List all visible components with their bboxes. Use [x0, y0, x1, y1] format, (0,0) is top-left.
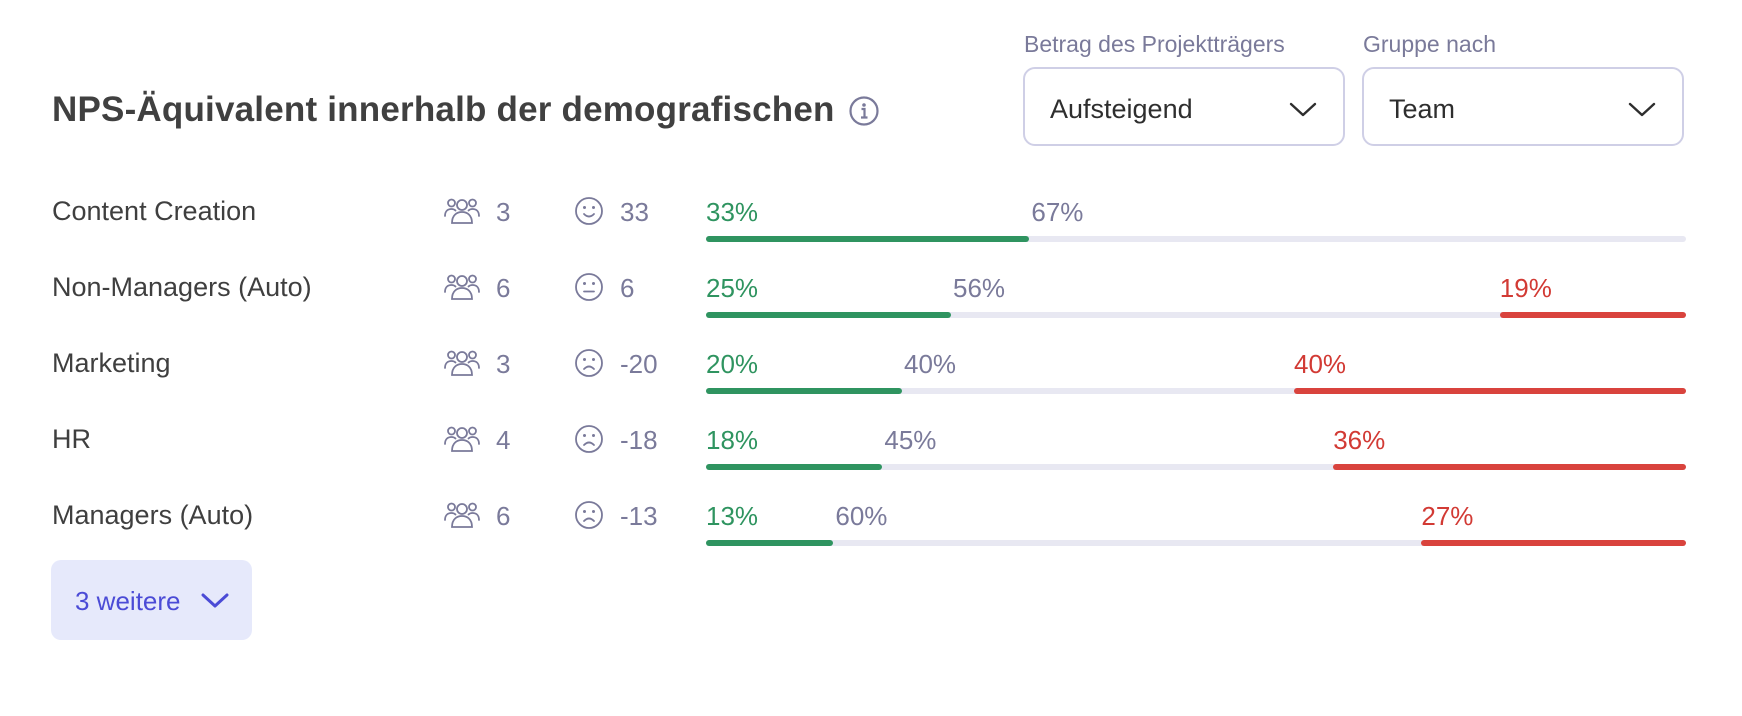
people-icon	[444, 348, 480, 383]
group-label: Gruppe nach	[1363, 31, 1496, 57]
table-row: Marketing 3 -20 20% 40% 40%	[0, 332, 1742, 408]
promoters-segment	[706, 312, 951, 318]
respondent-count: 6	[496, 501, 511, 531]
row-label: Content Creation	[52, 196, 257, 226]
sort-label: Betrag des Projektträgers	[1024, 31, 1285, 57]
people-icon	[444, 500, 480, 535]
sad-face-icon	[574, 500, 604, 535]
respondent-count: 3	[496, 197, 511, 227]
table-row: HR 4 -18 18% 45% 36%	[0, 408, 1742, 484]
group-select-value: Team	[1389, 94, 1456, 124]
sad-face-icon	[574, 424, 604, 459]
passives-percent: 67%	[1031, 197, 1084, 227]
passives-percent: 56%	[953, 273, 1006, 303]
nps-score: 33	[620, 197, 649, 227]
respondent-count: 4	[496, 425, 511, 455]
table-row: Non-Managers (Auto) 6 6 25% 56% 19%	[0, 256, 1742, 332]
promoters-segment	[706, 388, 902, 394]
passives-percent: 40%	[904, 349, 957, 379]
detractors-percent: 19%	[1499, 273, 1552, 303]
promoters-percent: 20%	[706, 349, 759, 379]
people-icon	[444, 196, 480, 231]
show-more-label: 3 weitere	[75, 586, 181, 616]
nps-distribution-bar	[706, 388, 1686, 394]
promoters-percent: 18%	[706, 425, 759, 455]
nps-score: -20	[620, 349, 658, 379]
detractors-segment	[1333, 464, 1686, 470]
chevron-down-icon	[1289, 102, 1317, 117]
detractors-segment	[1499, 312, 1686, 318]
passives-percent: 45%	[884, 425, 937, 455]
promoters-percent: 33%	[706, 197, 759, 227]
nps-score: 6	[620, 273, 635, 303]
detractors-segment	[1421, 540, 1686, 546]
people-icon	[444, 272, 480, 307]
row-label: Non-Managers (Auto)	[52, 272, 312, 302]
table-row: Content Creation 3 33 33% 67%	[0, 180, 1742, 256]
detractors-segment	[1294, 388, 1686, 394]
promoters-segment	[706, 236, 1030, 242]
show-more-button[interactable]: 3 weitere	[51, 560, 252, 640]
nps-score: -13	[620, 501, 658, 531]
info-icon[interactable]	[848, 95, 880, 127]
passives-percent: 60%	[835, 501, 888, 531]
detractors-percent: 36%	[1333, 425, 1386, 455]
sort-select-value: Aufsteigend	[1050, 94, 1193, 124]
promoters-segment	[706, 540, 834, 546]
nps-score: -18	[620, 425, 658, 455]
page-title: NPS-Äquivalent innerhalb der demografisc…	[52, 90, 835, 129]
sort-select[interactable]: Aufsteigend	[1023, 67, 1345, 146]
people-icon	[444, 424, 480, 459]
row-label: Managers (Auto)	[52, 500, 254, 530]
nps-distribution-bar	[706, 236, 1686, 242]
detractors-percent: 40%	[1294, 349, 1347, 379]
chevron-down-icon	[1628, 102, 1656, 117]
promoters-percent: 25%	[706, 273, 759, 303]
sad-face-icon	[574, 348, 604, 383]
nps-distribution-bar	[706, 464, 1686, 470]
group-select[interactable]: Team	[1362, 67, 1684, 146]
chevron-down-icon	[201, 593, 229, 608]
promoters-segment	[706, 464, 883, 470]
respondent-count: 6	[496, 273, 511, 303]
row-label: HR	[52, 424, 91, 454]
promoters-percent: 13%	[706, 501, 759, 531]
detractors-percent: 27%	[1421, 501, 1474, 531]
row-label: Marketing	[52, 348, 171, 378]
nps-distribution-bar	[706, 540, 1686, 546]
nps-distribution-bar	[706, 312, 1686, 318]
neutral-face-icon	[574, 272, 604, 307]
table-row: Managers (Auto) 6 -13 13% 60% 27%	[0, 484, 1742, 560]
respondent-count: 3	[496, 349, 511, 379]
happy-face-icon	[574, 196, 604, 231]
